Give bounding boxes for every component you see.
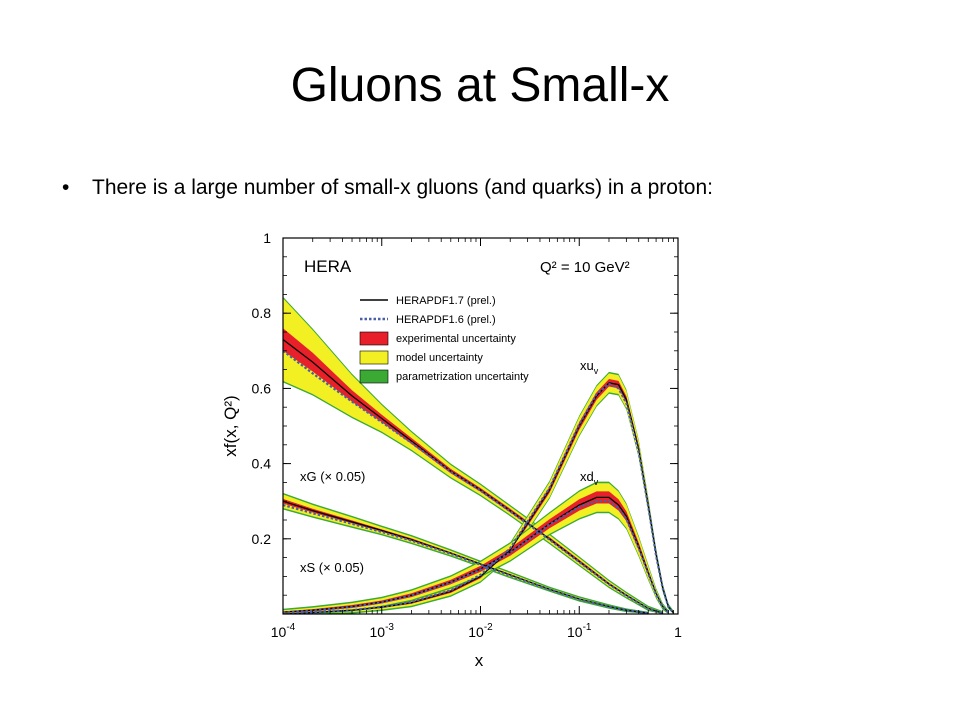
x-tick-label: 10-2	[468, 622, 493, 640]
bullet-text: There is a large number of small-x gluon…	[92, 176, 713, 199]
legend: HERAPDF1.7 (prel.) HERAPDF1.6 (prel.) expe…	[359, 295, 529, 384]
y-tick-label: 0.2	[252, 531, 272, 547]
xg-series-label: xG (× 0.05)	[300, 469, 365, 484]
x-axis-label: x	[475, 651, 484, 670]
x-tick-label: 10-4	[271, 622, 296, 640]
y-tick-label: 0.6	[252, 380, 272, 396]
y-tick-label: 0.4	[252, 456, 272, 472]
x-tick-base: 10	[567, 624, 583, 640]
pdf-curves	[283, 338, 675, 614]
xuv-series-label: xuv	[580, 358, 599, 376]
y-tick-label: 0.8	[252, 305, 272, 321]
x-tick-exp: -2	[484, 622, 493, 633]
x-axis: 10-4 10-3 10-2 10-1 1	[271, 238, 682, 640]
bullet-item: • There is a large number of small-x gluo…	[62, 176, 713, 200]
slide-title: Gluons at Small-x	[290, 59, 670, 112]
x-tick-label: 10-3	[370, 622, 395, 640]
xdv-series-label: xdv	[580, 469, 599, 487]
series-1-param-band	[283, 492, 649, 614]
xs-series-label: xS (× 0.05)	[300, 560, 364, 575]
xdv-label-sub: v	[594, 477, 599, 487]
q2-label: Q² = 10 GeV²	[540, 259, 630, 276]
x-tick-base: 10	[468, 624, 484, 640]
hera-label: HERA	[304, 257, 352, 276]
x-tick-label: 10-1	[567, 622, 592, 640]
legend-box-swatch	[359, 369, 389, 384]
legend-label: HERAPDF1.6 (prel.)	[396, 314, 496, 326]
x-tick-label: 1	[674, 624, 682, 640]
series-1-exp-band	[283, 498, 649, 614]
legend-label: model uncertainty	[396, 352, 483, 364]
series-3-model-band	[283, 483, 669, 614]
legend-box-swatch	[359, 331, 389, 346]
y-tick-label: 1	[263, 230, 271, 246]
x-tick-base: 10	[271, 624, 287, 640]
series-0-line-herapdf17	[283, 338, 663, 614]
legend-box-swatch	[359, 350, 389, 365]
xuv-label-base: xu	[580, 358, 594, 373]
series-2-line-herapdf16	[283, 382, 675, 614]
series-3-line-herapdf16	[283, 500, 670, 614]
x-tick-exp: -3	[385, 622, 394, 633]
legend-label: experimental uncertainty	[396, 333, 516, 345]
legend-label: HERAPDF1.7 (prel.)	[396, 295, 496, 307]
xuv-label-sub: v	[594, 366, 599, 376]
xdv-label-base: xd	[580, 469, 594, 484]
x-tick-base: 10	[370, 624, 386, 640]
x-tick-exp: -1	[583, 622, 592, 633]
bullet-dot-icon: •	[62, 176, 70, 199]
y-axis-label: xf(x, Q²)	[221, 395, 240, 456]
legend-label: parametrization uncertainty	[396, 371, 529, 383]
series-1-line-herapdf17	[283, 500, 649, 614]
x-tick-base: 1	[674, 624, 682, 640]
x-tick-exp: -4	[286, 622, 295, 633]
pdf-chart: 10-4 10-3 10-2 10-1 1 0.20.40.60.81 HERA Q² …	[221, 230, 682, 670]
y-axis: 0.2 0.4 0.6 0.8 1	[252, 230, 678, 596]
series-0-line-herapdf16	[283, 349, 664, 614]
